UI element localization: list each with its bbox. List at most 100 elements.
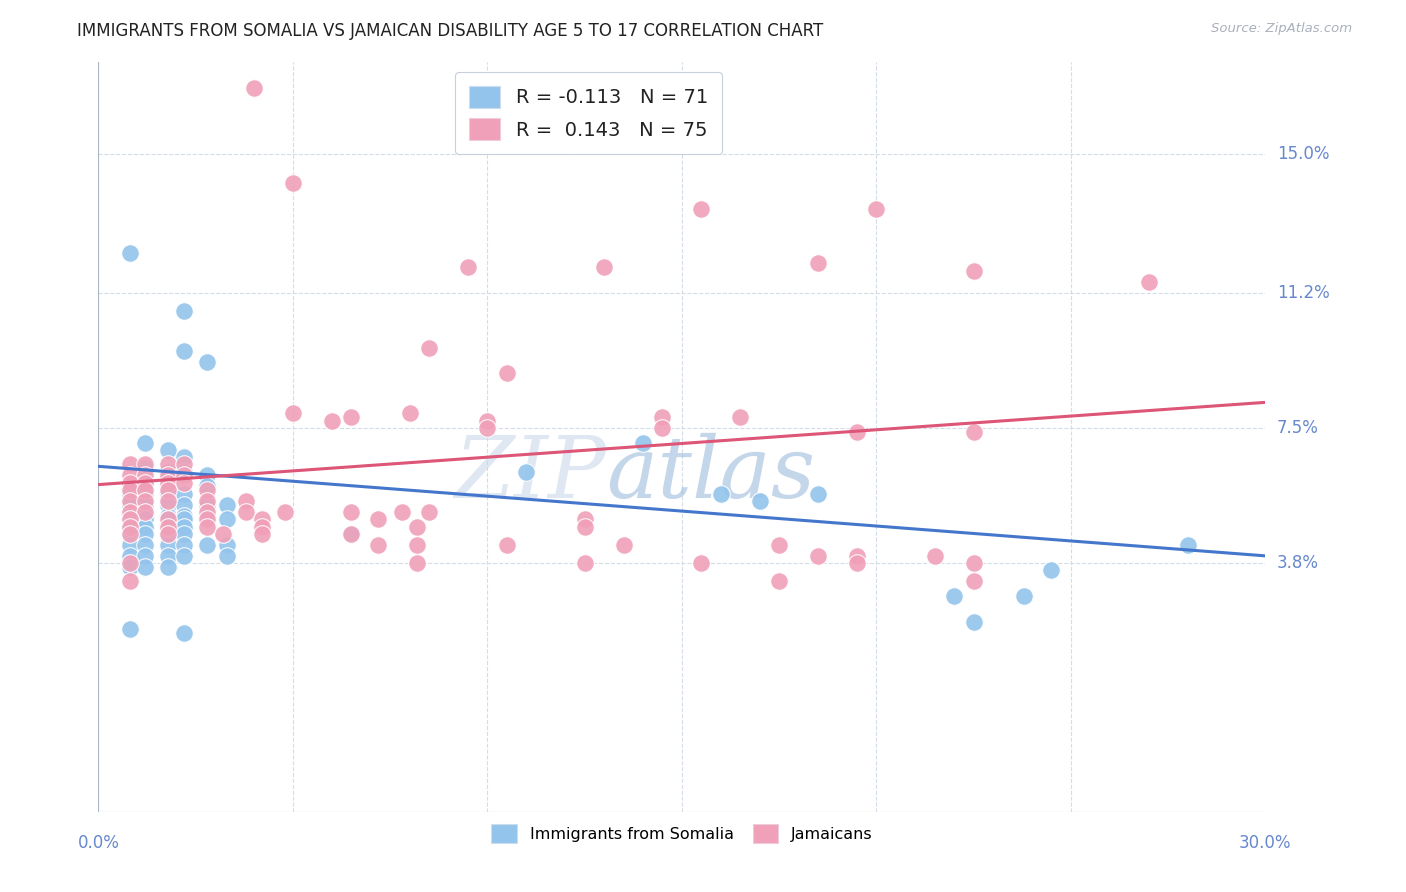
Point bbox=[157, 508, 180, 523]
Point bbox=[173, 498, 195, 512]
Text: 30.0%: 30.0% bbox=[1239, 834, 1292, 852]
Point bbox=[690, 202, 713, 216]
Point bbox=[768, 574, 790, 589]
Point bbox=[157, 472, 180, 486]
Point bbox=[118, 527, 141, 541]
Point bbox=[118, 494, 141, 508]
Point bbox=[574, 519, 596, 533]
Point bbox=[118, 475, 141, 490]
Text: 3.8%: 3.8% bbox=[1277, 554, 1319, 572]
Point bbox=[651, 421, 673, 435]
Point bbox=[195, 483, 218, 497]
Point bbox=[173, 344, 195, 359]
Point bbox=[340, 527, 363, 541]
Point bbox=[134, 461, 156, 475]
Point bbox=[157, 498, 180, 512]
Point bbox=[235, 494, 257, 508]
Point bbox=[118, 245, 141, 260]
Point bbox=[157, 549, 180, 563]
Point bbox=[157, 527, 180, 541]
Point bbox=[748, 494, 770, 508]
Point bbox=[962, 425, 984, 439]
Text: ZIP: ZIP bbox=[454, 434, 606, 516]
Point bbox=[250, 527, 273, 541]
Point bbox=[807, 256, 830, 270]
Point bbox=[195, 355, 218, 369]
Point bbox=[1040, 564, 1063, 578]
Point bbox=[846, 556, 869, 570]
Point bbox=[157, 465, 180, 479]
Point bbox=[173, 475, 195, 490]
Point bbox=[593, 260, 616, 274]
Point bbox=[134, 458, 156, 472]
Point bbox=[118, 505, 141, 519]
Point bbox=[118, 559, 141, 574]
Point bbox=[1012, 589, 1035, 603]
Point bbox=[157, 487, 180, 501]
Point bbox=[943, 589, 966, 603]
Point bbox=[515, 465, 537, 479]
Point bbox=[574, 512, 596, 526]
Point bbox=[157, 512, 180, 526]
Point bbox=[134, 498, 156, 512]
Point bbox=[962, 556, 984, 570]
Point bbox=[134, 519, 156, 533]
Point bbox=[613, 538, 636, 552]
Point bbox=[195, 538, 218, 552]
Point bbox=[195, 508, 218, 523]
Point bbox=[710, 487, 733, 501]
Text: 15.0%: 15.0% bbox=[1277, 145, 1330, 163]
Point bbox=[250, 512, 273, 526]
Point bbox=[157, 479, 180, 493]
Point bbox=[243, 81, 266, 95]
Text: 7.5%: 7.5% bbox=[1277, 419, 1319, 437]
Point bbox=[496, 366, 519, 380]
Point bbox=[457, 260, 479, 274]
Point bbox=[730, 409, 752, 424]
Text: atlas: atlas bbox=[606, 434, 815, 516]
Point bbox=[134, 527, 156, 541]
Point bbox=[391, 505, 413, 519]
Point bbox=[157, 519, 180, 533]
Point bbox=[496, 538, 519, 552]
Point bbox=[574, 556, 596, 570]
Point bbox=[924, 549, 946, 563]
Point bbox=[418, 341, 440, 355]
Point bbox=[173, 468, 195, 483]
Point bbox=[340, 409, 363, 424]
Point bbox=[173, 450, 195, 465]
Point bbox=[215, 498, 238, 512]
Point bbox=[235, 505, 257, 519]
Point bbox=[118, 622, 141, 636]
Point bbox=[846, 549, 869, 563]
Point bbox=[406, 538, 429, 552]
Point bbox=[173, 625, 195, 640]
Point bbox=[134, 508, 156, 523]
Point bbox=[134, 538, 156, 552]
Point bbox=[173, 465, 195, 479]
Point bbox=[173, 304, 195, 318]
Point bbox=[118, 556, 141, 570]
Point bbox=[418, 505, 440, 519]
Point bbox=[134, 512, 156, 526]
Point bbox=[134, 487, 156, 501]
Point bbox=[173, 519, 195, 533]
Point bbox=[173, 458, 195, 472]
Point bbox=[157, 458, 180, 472]
Point bbox=[406, 556, 429, 570]
Point bbox=[134, 479, 156, 493]
Point bbox=[195, 505, 218, 519]
Point bbox=[118, 512, 141, 526]
Point bbox=[173, 549, 195, 563]
Point bbox=[865, 202, 887, 216]
Point bbox=[477, 414, 499, 428]
Point bbox=[962, 574, 984, 589]
Point bbox=[212, 527, 235, 541]
Point bbox=[157, 475, 180, 490]
Point bbox=[118, 468, 141, 483]
Point bbox=[118, 527, 141, 541]
Point bbox=[118, 574, 141, 589]
Point bbox=[134, 435, 156, 450]
Point bbox=[157, 512, 180, 526]
Point bbox=[134, 549, 156, 563]
